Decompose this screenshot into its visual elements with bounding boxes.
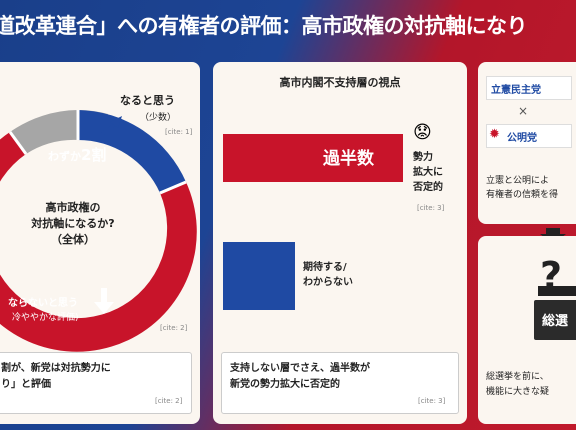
cite-3: [cite: 3]: [417, 204, 445, 212]
middle-summary-line-1: 支持しない層でさえ、過半数が: [230, 363, 370, 374]
bar-majority-label: 過半数: [323, 149, 374, 169]
naru-sub: （少数）: [140, 113, 177, 123]
komei-emblem-icon: ✹: [489, 127, 500, 142]
left-panel: なると思う （少数） [cite: 1] わずか2割 高市政権の 対抗軸になるか…: [0, 62, 200, 424]
left-summary-cite: [cite: 2]: [155, 397, 183, 405]
right-bottom-line-1: 総選挙を前に、: [486, 372, 549, 382]
right-top-text: 立憲と公明によ 有権者の信頼を得: [486, 174, 558, 202]
center-question-line-2: 対抗軸になるか?: [31, 217, 115, 230]
ballot-box-icon: 総選: [534, 300, 576, 340]
wazuka-label: わずか: [48, 150, 81, 163]
page-title: 道改革連合」への有権者の評価：高市政権の対抗軸になり: [0, 14, 528, 38]
right-bottom-line-2: 機能に大きな疑: [486, 387, 550, 397]
side-text-line-3: 否定的: [413, 182, 443, 193]
left-summary-line-2: り」と評価: [1, 379, 51, 390]
naranai-sub: 冷ややかな評価): [12, 313, 79, 323]
left-summary-line-1: 割が、新党は対抗勢力に: [1, 363, 111, 374]
cite-2: [cite: 2]: [160, 324, 188, 332]
ballot-box-label: 総選: [542, 314, 569, 329]
center-question: 高市政権の 対抗軸になるか? （全体）: [8, 200, 138, 248]
donut-slice-red: [0, 132, 197, 352]
ballot-slot-icon: [538, 286, 576, 296]
bar-expect-line-1: 期待する/: [303, 262, 347, 273]
party1-logo: 立憲民主党: [486, 76, 572, 100]
middle-summary-box: 支持しない層でさえ、過半数が 新党の勢力拡大に否定的 [cite: 3]: [221, 352, 459, 414]
bar-majority: [223, 134, 403, 182]
cross-mark: ×: [518, 104, 529, 118]
middle-summary-text: 支持しない層でさえ、過半数が 新党の勢力拡大に否定的: [230, 361, 370, 393]
bar-expect-line-2: わからない: [303, 277, 353, 288]
worried-face-icon: 😟: [413, 122, 432, 143]
bar-expect: [223, 242, 295, 310]
down-arrow-shaft: [101, 288, 107, 304]
middle-panel: 高市内閣不支持層の視点 過半数 😟 勢力 拡大に 否定的 [cite: 3] 期…: [213, 62, 467, 424]
bar-expect-label: 期待する/ わからない: [303, 260, 353, 290]
naranai-label: ならないと思う: [8, 298, 78, 309]
side-text-line-2: 拡大に: [413, 167, 443, 178]
down-arrow-head: [94, 302, 114, 314]
naru-label: なると思う: [120, 94, 175, 107]
side-text-line-1: 勢力: [413, 152, 433, 163]
donut-chart: [0, 110, 197, 352]
cite-1: [cite: 1]: [165, 128, 193, 136]
party2-name: 公明党: [507, 133, 537, 144]
middle-heading: 高市内閣不支持層の視点: [279, 76, 401, 89]
center-question-line-1: 高市政権の: [45, 201, 101, 214]
naru-pointer-head: [110, 116, 122, 128]
right-bottom-text: 総選挙を前に、 機能に大きな疑: [486, 370, 549, 400]
right-top-line-1: 立憲と公明によ: [486, 176, 550, 186]
party1-name: 立憲民主党: [491, 85, 541, 96]
party2-logo: ✹ 公明党: [486, 124, 572, 148]
right-top-line-2: 有権者の信頼を得: [486, 190, 559, 200]
wazuka-text: わずか2割: [48, 144, 106, 165]
right-bottom-panel: ? 総選 総選挙を前に、 機能に大きな疑: [478, 236, 576, 424]
donut-slice-gray-main: [10, 110, 78, 154]
side-text: 勢力 拡大に 否定的: [413, 150, 443, 195]
wazuka-num: 2割: [81, 146, 107, 164]
center-question-line-3: （全体）: [51, 233, 95, 246]
left-summary-text: 割が、新党は対抗勢力に り」と評価: [1, 361, 111, 393]
middle-summary-line-2: 新党の勢力拡大に否定的: [230, 379, 340, 390]
right-top-panel: 立憲民主党 × ✹ 公明党 立憲と公明によ 有権者の信頼を得: [478, 62, 576, 224]
middle-summary-cite: [cite: 3]: [418, 397, 446, 405]
left-summary-box: 割が、新党は対抗勢力に り」と評価 [cite: 2]: [0, 352, 192, 414]
